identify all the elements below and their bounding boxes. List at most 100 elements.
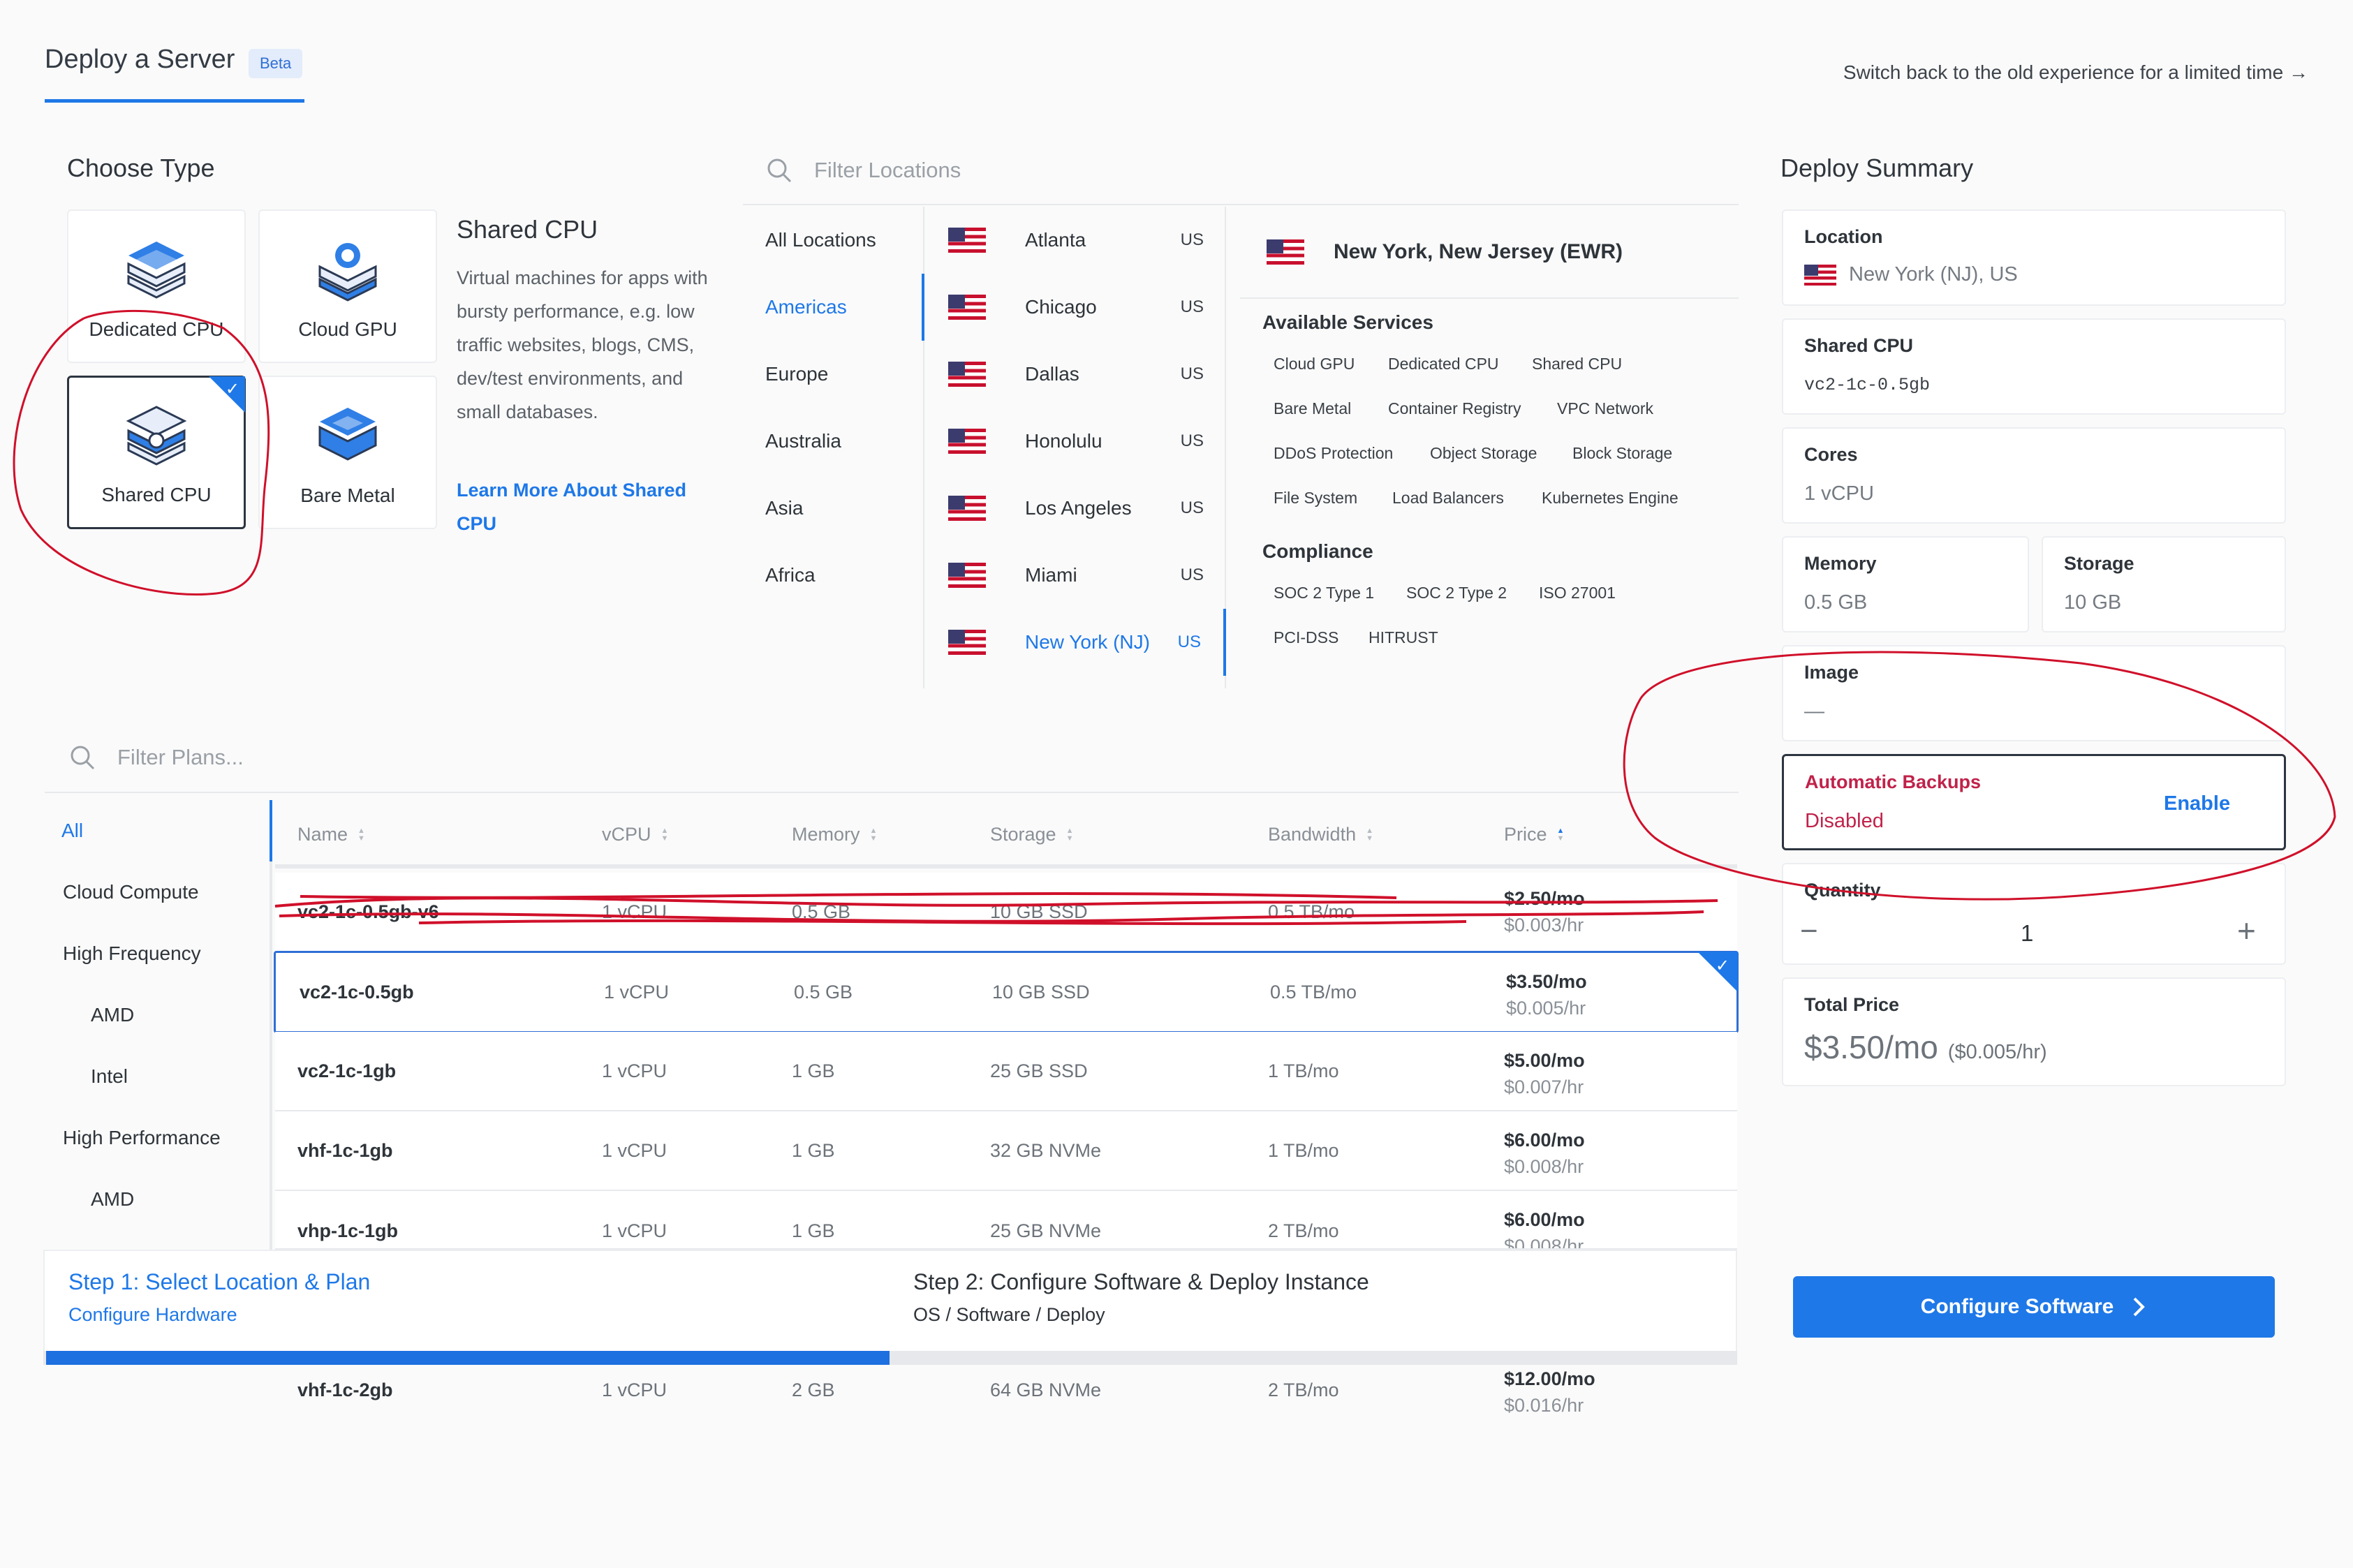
plan-vcpu: 1 vCPU bbox=[602, 1379, 667, 1400]
city-los-angeles[interactable]: Los Angeles US bbox=[926, 475, 1226, 542]
summary-label: Image bbox=[1804, 662, 1859, 683]
plan-memory: 2 GB bbox=[792, 1379, 835, 1400]
city-honolulu[interactable]: Honolulu US bbox=[926, 408, 1226, 475]
column-price[interactable]: Price ▲ ▼ bbox=[1504, 824, 1564, 845]
summary-quantity: Quantity − 1 + bbox=[1782, 863, 2286, 965]
region-asia[interactable]: Asia bbox=[765, 497, 804, 519]
service-chip: Shared CPU bbox=[1532, 355, 1623, 373]
type-label: Bare Metal bbox=[300, 485, 395, 506]
summary-label: Storage bbox=[2064, 553, 2134, 574]
quantity-value[interactable]: 1 bbox=[2021, 920, 2034, 946]
switch-old-experience-link[interactable]: Switch back to the old experience for a … bbox=[1843, 61, 2308, 83]
service-chip: Kubernetes Engine bbox=[1542, 489, 1679, 507]
plus-icon[interactable]: + bbox=[2237, 912, 2256, 949]
region-australia[interactable]: Australia bbox=[765, 430, 841, 452]
region-americas[interactable]: Americas bbox=[743, 274, 924, 341]
city-chicago[interactable]: Chicago US bbox=[926, 274, 1226, 341]
column-storage[interactable]: Storage ▲ ▼ bbox=[990, 824, 1073, 845]
plan-filter[interactable]: Filter Plans... bbox=[45, 723, 1739, 793]
configure-software-button[interactable]: Configure Software bbox=[1793, 1276, 2275, 1338]
plan-storage: 32 GB NVMe bbox=[990, 1139, 1102, 1161]
summary-location: Location New York (NJ), US bbox=[1782, 209, 2286, 306]
column-memory[interactable]: Memory ▲ ▼ bbox=[792, 824, 877, 845]
location-detail-title: New York, New Jersey (EWR) bbox=[1334, 240, 1623, 263]
column-label: Bandwidth bbox=[1268, 824, 1357, 845]
category-high-frequency[interactable]: High Frequency bbox=[63, 942, 201, 964]
category-all[interactable]: All bbox=[61, 820, 84, 841]
plan-bandwidth: 1 TB/mo bbox=[1268, 1139, 1339, 1161]
price-hourly: $0.016/hr bbox=[1504, 1395, 1584, 1416]
plan-storage: 64 GB NVMe bbox=[990, 1379, 1102, 1400]
enable-backups-button[interactable]: Enable bbox=[2164, 792, 2231, 815]
type-card-shared-cpu[interactable]: ✓ Shared CPU bbox=[67, 376, 246, 529]
column-label: Price bbox=[1504, 824, 1547, 845]
plan-vcpu: 1 vCPU bbox=[602, 901, 667, 922]
type-card-dedicated-cpu[interactable]: Dedicated CPU bbox=[67, 209, 246, 363]
compliance-chip: SOC 2 Type 2 bbox=[1406, 584, 1507, 602]
city-name: Los Angeles bbox=[1025, 497, 1132, 519]
summary-label: Shared CPU bbox=[1804, 335, 1914, 356]
learn-more-link[interactable]: Learn More About Shared CPU bbox=[457, 480, 687, 534]
city-name: Atlanta bbox=[1025, 229, 1086, 251]
us-flag-icon bbox=[948, 630, 986, 655]
compliance-list: SOC 2 Type 1 SOC 2 Type 2 ISO 27001 PCI-… bbox=[1274, 584, 1734, 673]
category-high-performance[interactable]: High Performance bbox=[63, 1127, 221, 1148]
table-row[interactable]: vc2-1c-0.5gb-v6 1 vCPU 0.5 GB 10 GB SSD … bbox=[275, 873, 1737, 952]
plan-memory: 0.5 GB bbox=[792, 901, 851, 922]
compliance-chip: PCI-DSS bbox=[1274, 628, 1339, 646]
type-card-cloud-gpu[interactable]: Cloud GPU bbox=[258, 209, 437, 363]
column-name[interactable]: Name ▲ ▼ bbox=[297, 824, 365, 845]
page-title: Deploy a Server bbox=[45, 45, 235, 74]
sort-icon: ▲ ▼ bbox=[661, 826, 669, 843]
category-hf-intel[interactable]: Intel bbox=[91, 1065, 128, 1087]
region-all[interactable]: All Locations bbox=[765, 229, 876, 251]
service-chip: File System bbox=[1274, 489, 1358, 507]
city-dallas[interactable]: Dallas US bbox=[926, 341, 1226, 408]
step1-title[interactable]: Step 1: Select Location & Plan bbox=[68, 1269, 371, 1294]
category-cloud-compute[interactable]: Cloud Compute bbox=[63, 881, 199, 903]
country-code: US bbox=[1180, 565, 1204, 584]
country-code: US bbox=[1180, 230, 1204, 249]
summary-total: Total Price $3.50/mo ($0.005/hr) bbox=[1782, 977, 2286, 1086]
location-detail-header: New York, New Jersey (EWR) bbox=[1240, 207, 1739, 299]
plan-memory: 1 GB bbox=[792, 1139, 835, 1161]
table-row[interactable]: vhf-1c-2gb 1 vCPU 2 GB 64 GB NVMe 2 TB/m… bbox=[275, 1350, 1737, 1430]
summary-label: Automatic Backups bbox=[1805, 771, 1982, 792]
shared-cpu-icon bbox=[126, 406, 187, 466]
deploy-summary-heading: Deploy Summary bbox=[1780, 154, 1974, 182]
table-row[interactable]: vhp-1c-1gb 1 vCPU 1 GB 25 GB NVMe 2 TB/m… bbox=[275, 1191, 1737, 1250]
location-filter[interactable]: Filter Locations bbox=[743, 137, 1739, 205]
region-europe[interactable]: Europe bbox=[765, 363, 829, 385]
category-hp-amd[interactable]: AMD bbox=[91, 1188, 135, 1210]
price-monthly: $2.50/mo bbox=[1504, 888, 1585, 909]
column-bandwidth[interactable]: Bandwidth ▲ ▼ bbox=[1268, 824, 1373, 845]
region-africa[interactable]: Africa bbox=[765, 564, 816, 586]
price-monthly: $5.00/mo bbox=[1504, 1050, 1585, 1071]
region-list: All Locations Americas Europe Australia … bbox=[743, 207, 924, 688]
column-vcpu[interactable]: vCPU ▲ ▼ bbox=[602, 824, 668, 845]
price-monthly: $6.00/mo bbox=[1504, 1130, 1585, 1151]
price-monthly: $12.00/mo bbox=[1504, 1368, 1595, 1389]
summary-label: Quantity bbox=[1804, 880, 1881, 901]
column-label: Memory bbox=[792, 824, 860, 845]
city-miami[interactable]: Miami US bbox=[926, 542, 1226, 609]
us-flag-icon bbox=[948, 228, 986, 253]
step2-title[interactable]: Step 2: Configure Software & Deploy Inst… bbox=[913, 1269, 1369, 1294]
compliance-chip: SOC 2 Type 1 bbox=[1274, 584, 1375, 602]
us-flag-icon bbox=[1267, 239, 1304, 265]
cloud-gpu-icon bbox=[318, 243, 377, 302]
active-indicator bbox=[270, 800, 272, 861]
city-atlanta[interactable]: Atlanta US bbox=[926, 207, 1226, 274]
choose-type-heading: Choose Type bbox=[67, 154, 215, 182]
table-row-selected[interactable]: ✓ vc2-1c-0.5gb 1 vCPU 0.5 GB 10 GB SSD 0… bbox=[274, 951, 1739, 1033]
city-name: New York (NJ) bbox=[1025, 631, 1150, 653]
table-row[interactable]: vc2-1c-1gb 1 vCPU 1 GB 25 GB SSD 1 TB/mo… bbox=[275, 1032, 1737, 1111]
category-hf-amd[interactable]: AMD bbox=[91, 1004, 135, 1026]
table-row[interactable]: vhf-1c-1gb 1 vCPU 1 GB 32 GB NVMe 1 TB/m… bbox=[275, 1111, 1737, 1191]
city-name: Miami bbox=[1025, 564, 1077, 586]
type-card-bare-metal[interactable]: Bare Metal bbox=[258, 376, 437, 529]
city-new-york[interactable]: New York (NJ) US bbox=[926, 609, 1226, 676]
minus-icon[interactable]: − bbox=[1800, 914, 1818, 948]
dedicated-cpu-icon bbox=[127, 242, 186, 299]
service-chip: Object Storage bbox=[1430, 444, 1537, 462]
